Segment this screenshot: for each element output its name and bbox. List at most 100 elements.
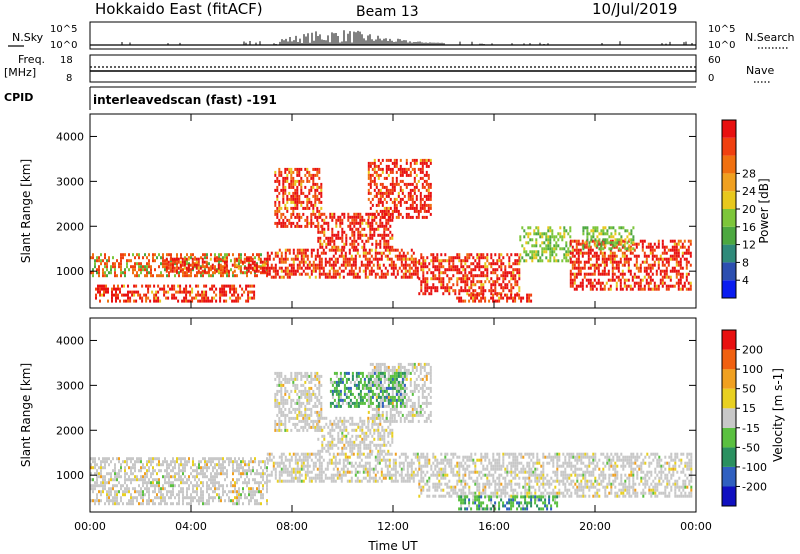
range-cell <box>624 247 627 251</box>
range-cell <box>116 259 118 263</box>
range-cell <box>615 266 618 270</box>
range-cell <box>288 185 291 189</box>
range-cell <box>391 185 394 189</box>
range-cell <box>541 247 544 251</box>
range-cell <box>381 170 384 174</box>
range-cell <box>256 472 258 476</box>
range-cell <box>396 257 399 261</box>
range-cell <box>559 232 562 236</box>
range-cell <box>617 263 620 267</box>
range-cell <box>337 245 340 249</box>
range-cell <box>389 230 392 234</box>
range-cell <box>569 242 572 246</box>
range-cell <box>630 241 633 245</box>
range-cell <box>689 251 692 255</box>
range-cell <box>158 265 160 269</box>
range-cell <box>375 245 378 249</box>
range-cell <box>272 467 275 471</box>
range-cell <box>603 260 606 264</box>
range-cell <box>306 194 309 198</box>
range-cell <box>322 251 325 255</box>
range-cell <box>601 269 604 273</box>
range-cell <box>210 496 212 500</box>
range-cell <box>409 182 412 186</box>
range-cell <box>276 422 279 426</box>
range-cell <box>630 247 633 251</box>
range-cell <box>577 263 580 267</box>
range-cell <box>148 265 150 269</box>
range-cell <box>641 248 644 252</box>
range-cell <box>114 502 116 506</box>
range-cell <box>541 232 544 236</box>
range-cell <box>569 278 572 282</box>
range-cell <box>418 292 421 296</box>
range-cell <box>395 158 398 162</box>
range-cell <box>203 260 206 264</box>
range-cell <box>685 263 688 267</box>
range-cell <box>452 262 455 266</box>
range-cell <box>378 263 381 267</box>
range-cell <box>422 277 425 281</box>
range-cell <box>304 458 307 462</box>
range-cell <box>284 467 287 471</box>
range-cell <box>594 238 597 242</box>
range-cell <box>366 263 369 267</box>
range-cell <box>333 233 336 237</box>
range-cell <box>537 253 540 257</box>
range-cell <box>284 392 287 396</box>
range-cell <box>341 212 344 216</box>
range-cell <box>506 253 509 257</box>
range-cell <box>288 377 291 381</box>
range-cell <box>298 197 301 201</box>
range-cell <box>168 472 170 476</box>
range-cell <box>288 251 291 255</box>
range-cell <box>280 395 283 399</box>
range-cell <box>222 259 224 263</box>
range-cell <box>669 248 672 252</box>
range-cell <box>379 191 382 195</box>
range-cell <box>370 476 373 480</box>
range-cell <box>103 284 105 288</box>
range-cell <box>278 479 281 483</box>
range-cell <box>247 293 250 297</box>
range-cell <box>406 473 409 477</box>
range-cell <box>159 287 162 291</box>
range-cell <box>376 263 379 267</box>
range-cell <box>320 185 323 189</box>
range-cell <box>310 188 313 192</box>
range-cell <box>272 257 275 261</box>
range-cell <box>318 479 321 483</box>
range-cell <box>302 248 305 252</box>
range-cell <box>450 277 453 281</box>
range-cell <box>531 256 534 260</box>
range-cell <box>250 259 252 263</box>
range-cell <box>284 398 287 402</box>
range-cell <box>146 463 148 467</box>
range-cell <box>235 287 238 291</box>
range-cell <box>176 253 178 257</box>
range-cell <box>419 194 422 198</box>
range-cell <box>408 479 411 483</box>
range-cell <box>585 272 588 276</box>
range-cell <box>182 481 184 485</box>
range-cell <box>102 490 104 494</box>
range-cell <box>208 487 210 491</box>
range-cell <box>490 253 493 257</box>
range-cell <box>601 281 604 285</box>
range-cell <box>218 463 220 467</box>
range-cell <box>382 455 385 459</box>
range-cell <box>216 256 218 260</box>
range-cell <box>420 265 423 269</box>
range-cell <box>356 476 359 480</box>
range-cell <box>573 254 576 258</box>
range-cell <box>214 481 216 485</box>
range-cell <box>594 229 597 233</box>
range-cell <box>582 229 585 233</box>
range-cell <box>490 271 493 275</box>
range-cell <box>617 278 620 282</box>
range-cell <box>411 167 414 171</box>
range-cell <box>589 284 592 288</box>
range-cell <box>263 269 266 273</box>
range-cell <box>643 260 646 264</box>
range-cell <box>406 476 409 480</box>
